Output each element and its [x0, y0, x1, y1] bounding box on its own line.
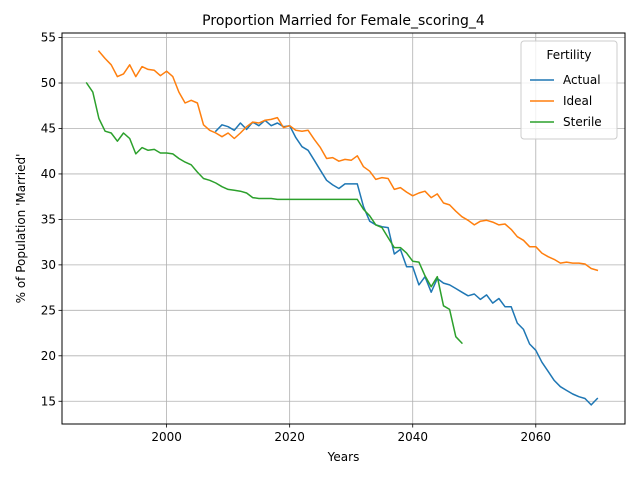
y-tick-label: 30 [41, 258, 56, 272]
legend-label-ideal: Ideal [563, 94, 592, 108]
y-tick-label: 55 [41, 31, 56, 45]
y-axis-label: % of Population 'Married' [14, 154, 28, 304]
y-tick-label: 20 [41, 349, 56, 363]
x-tick-label: 2020 [274, 430, 305, 444]
legend-title: Fertility [546, 48, 591, 62]
y-tick-label: 35 [41, 212, 56, 226]
y-tick-label: 25 [41, 303, 56, 317]
legend-box [520, 40, 618, 140]
legend: Fertility Actual Ideal Sterile [520, 40, 618, 140]
x-axis-ticks: 2000 2020 2040 2060 [151, 424, 551, 444]
series-line-ideal [97, 50, 599, 272]
series-line-sterile [85, 81, 463, 345]
x-tick-label: 2040 [397, 430, 428, 444]
legend-label-sterile: Sterile [563, 115, 602, 129]
x-tick-label: 2000 [151, 430, 182, 444]
y-tick-label: 50 [41, 76, 56, 90]
y-tick-label: 15 [41, 394, 56, 408]
plot-area-frame [61, 32, 626, 425]
chart-title: Proportion Married for Female_scoring_4 [202, 13, 485, 29]
y-tick-label: 45 [41, 121, 56, 135]
x-tick-label: 2060 [521, 430, 552, 444]
legend-items: Actual Ideal Sterile [530, 73, 602, 129]
legend-label-actual: Actual [563, 73, 601, 87]
series-lines [85, 50, 599, 406]
y-axis-ticks: 15 20 25 30 35 40 45 50 55 [41, 31, 62, 408]
series-line-actual [214, 119, 599, 406]
x-axis-label: Years [327, 450, 360, 464]
y-tick-label: 40 [41, 167, 56, 181]
